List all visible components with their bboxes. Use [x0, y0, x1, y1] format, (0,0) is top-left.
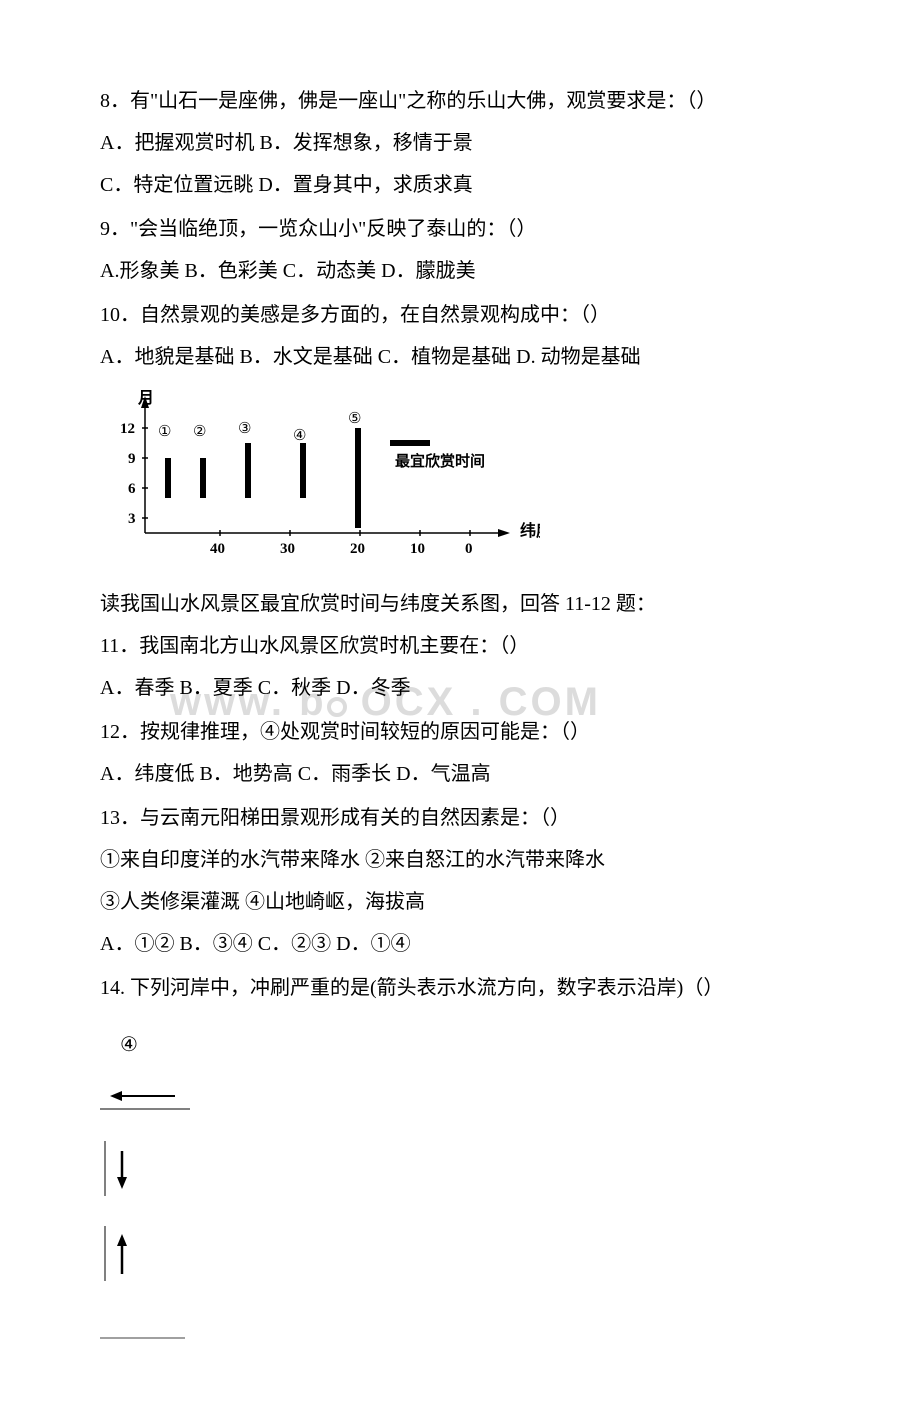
bar-1	[165, 458, 171, 498]
marker-4: ④	[293, 428, 306, 444]
q14-marker: ④	[100, 1024, 820, 1066]
xtick-20: 20	[350, 541, 365, 557]
arrow-up	[100, 1226, 820, 1296]
q13-options: A．①② B．③④ C．②③ D．①④	[100, 923, 820, 965]
arrow-diagrams: ④	[100, 1024, 820, 1358]
question-11: 11．我国南北方山水风景区欣赏时机主要在：（） www. b OCX . COM…	[100, 625, 820, 709]
question-9: 9．"会当临绝顶，一览众山小"反映了泰山的：（） A.形象美 B．色彩美 C．动…	[100, 208, 820, 292]
q10-options: A．地貌是基础 B．水文是基础 C．植物是基础 D. 动物是基础	[100, 336, 820, 378]
page-content: 8．有"山石一是座佛，佛是一座山"之称的乐山大佛，观赏要求是：（） A．把握观赏…	[100, 80, 820, 1358]
arrow-left	[100, 1081, 820, 1126]
xtick-30: 30	[280, 541, 295, 557]
q11-text: 11．我国南北方山水风景区欣赏时机主要在：（）	[100, 625, 820, 667]
bar-2	[200, 458, 206, 498]
ytick-6: 6	[128, 481, 136, 497]
question-13: 13．与云南元阳梯田景观形成有关的自然因素是：（） ①来自印度洋的水汽带来降水 …	[100, 797, 820, 965]
xtick-0: 0	[465, 541, 473, 557]
legend-bar	[390, 440, 430, 446]
q12-options: A．纬度低 B．地势高 C．雨季长 D．气温高	[100, 753, 820, 795]
q13-line1: ①来自印度洋的水汽带来降水 ②来自怒江的水汽带来降水	[100, 839, 820, 881]
latitude-chart: 月 12 9 6 3 40 30 20 10 0 ① ② ③ ④	[100, 388, 540, 558]
question-12: 12．按规律推理，④处观赏时间较短的原因可能是：（） A．纬度低 B．地势高 C…	[100, 711, 820, 795]
q8-options-ab: A．把握观赏时机 B．发挥想象，移情于景	[100, 122, 820, 164]
q14-text: 14. 下列河岸中，冲刷严重的是(箭头表示水流方向，数字表示沿岸)（）	[100, 967, 820, 1009]
xtick-40: 40	[210, 541, 225, 557]
bar-3	[245, 443, 251, 498]
ytick-9: 9	[128, 451, 136, 467]
bar-5	[355, 428, 361, 528]
question-8: 8．有"山石一是座佛，佛是一座山"之称的乐山大佛，观赏要求是：（） A．把握观赏…	[100, 80, 820, 206]
marker-5: ⑤	[348, 411, 361, 427]
x-axis-label: 纬度	[520, 521, 540, 540]
q12-text: 12．按规律推理，④处观赏时间较短的原因可能是：（）	[100, 711, 820, 753]
marker-2: ②	[193, 424, 206, 440]
arrow-down	[100, 1141, 820, 1211]
legend-text: 最宜欣赏时间	[395, 452, 485, 470]
q9-options: A.形象美 B．色彩美 C．动态美 D．朦胧美	[100, 250, 820, 292]
marker-1: ①	[158, 424, 171, 440]
q13-text: 13．与云南元阳梯田景观形成有关的自然因素是：（）	[100, 797, 820, 839]
question-10: 10．自然景观的美感是多方面的，在自然景观构成中：（） A．地貌是基础 B．水文…	[100, 294, 820, 378]
x-axis-arrow	[498, 529, 510, 537]
q8-options-cd: C．特定位置远眺 D．置身其中，求质求真	[100, 164, 820, 206]
question-14: 14. 下列河岸中，冲刷严重的是(箭头表示水流方向，数字表示沿岸)（）	[100, 967, 820, 1009]
chart-container: 月 12 9 6 3 40 30 20 10 0 ① ② ③ ④	[100, 388, 820, 573]
bar-4	[300, 443, 306, 498]
q13-line2: ③人类修渠灌溉 ④山地崎岖，海拔高	[100, 881, 820, 923]
underline	[100, 1316, 820, 1358]
q10-text: 10．自然景观的美感是多方面的，在自然景观构成中：（）	[100, 294, 820, 336]
ytick-12: 12	[120, 421, 135, 437]
q11-options: A．春季 B．夏季 C．秋季 D．冬季	[100, 667, 820, 709]
ytick-3: 3	[128, 511, 136, 527]
q8-text: 8．有"山石一是座佛，佛是一座山"之称的乐山大佛，观赏要求是：（）	[100, 80, 820, 122]
xtick-10: 10	[410, 541, 425, 557]
marker-3: ③	[238, 421, 251, 437]
q11-intro: 读我国山水风景区最宜欣赏时间与纬度关系图，回答 11-12 题：	[100, 583, 820, 625]
q9-text: 9．"会当临绝顶，一览众山小"反映了泰山的：（）	[100, 208, 820, 250]
